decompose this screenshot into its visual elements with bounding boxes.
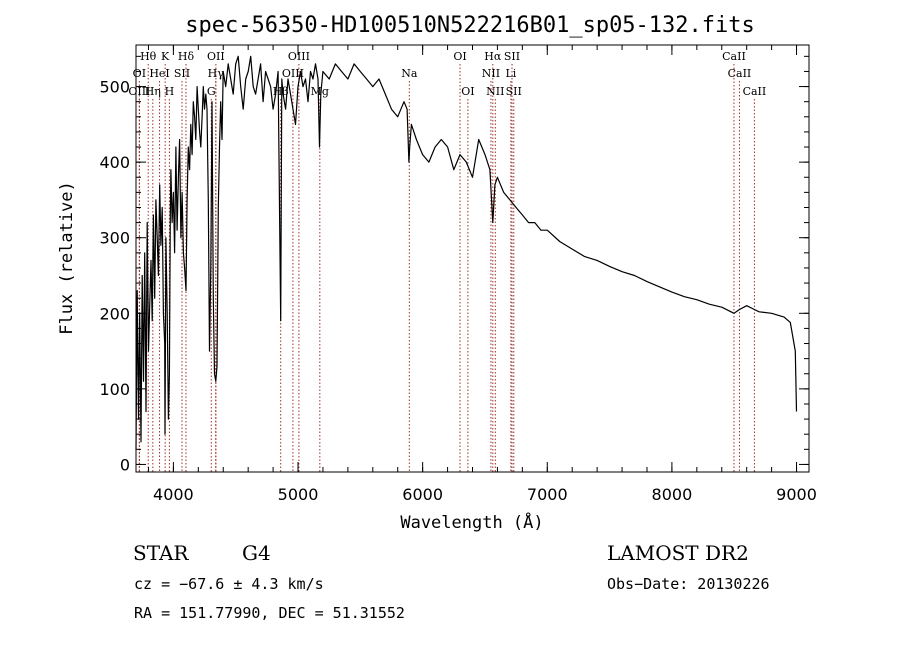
object-subclass: G4 (242, 541, 271, 565)
y-tick-label: 500 (99, 78, 130, 97)
spectral-line-label: Hθ (140, 50, 157, 63)
spectral-line-label: H (165, 85, 175, 98)
survey-name: LAMOST DR2 (607, 541, 749, 565)
spectral-line-label: OIII (282, 67, 304, 80)
spectral-line-label: HeI (149, 67, 169, 80)
x-tick-label: 6000 (402, 485, 443, 504)
obs-date: Obs−Date: 20130226 (607, 575, 770, 593)
coordinates: RA = 151.77990, DEC = 51.31552 (134, 604, 405, 622)
spectral-line-label: OI (461, 85, 474, 98)
axis-ticks: 4000 5000 6000 7000 8000 9000 0 100 200 300 400 500 (99, 45, 817, 504)
x-tick-label: 4000 (153, 485, 194, 504)
spectral-line-label: Hδ (178, 50, 195, 63)
spectral-line-label: SII (504, 50, 520, 63)
y-axis-label: Flux (relative) (57, 181, 77, 335)
x-tick-label: 5000 (278, 485, 319, 504)
spectrum-curve (135, 55, 798, 450)
y-tick-label: 400 (99, 153, 130, 172)
x-tick-label: 9000 (776, 485, 817, 504)
spectral-line-label: CaII (722, 50, 746, 63)
chart-title: spec-56350-HD100510N522216B01_sp05-132.f… (185, 13, 755, 38)
spectral-line-label: OII (207, 50, 225, 63)
spectral-line-label: CaII (728, 67, 752, 80)
x-tick-label: 8000 (652, 485, 693, 504)
spectral-line-label: NII (482, 67, 500, 80)
spectral-line-label: Hα (484, 50, 502, 63)
object-class: STAR (133, 541, 189, 565)
spectral-line-label: OI (453, 50, 466, 63)
plot-frame (135, 44, 810, 473)
spectral-line-label: Hγ (208, 67, 225, 80)
x-tick-label: 7000 (527, 485, 568, 504)
spectral-line-label: G (207, 85, 216, 98)
spectral-line-label: OIII (288, 50, 310, 63)
spectral-line-label: NII (486, 85, 504, 98)
spectral-line-label: Mg (311, 85, 329, 98)
redshift-cz: cz = −67.6 ± 4.3 km/s (134, 575, 324, 593)
spectral-line-label: SII (506, 85, 522, 98)
spectral-line-label: OI (133, 67, 146, 80)
spectral-line-label: Na (401, 67, 418, 80)
spectral-line-label: OIII (128, 85, 150, 98)
spectral-line-label: K (161, 50, 170, 63)
y-tick-label: 200 (99, 304, 130, 323)
spectral-line-label: Li (505, 67, 516, 80)
spectral-line-label: CaII (743, 85, 767, 98)
y-tick-label: 300 (99, 229, 130, 248)
y-tick-label: 0 (120, 455, 130, 474)
x-axis-label: Wavelength (Å) (400, 511, 543, 533)
y-tick-label: 100 (99, 380, 130, 399)
spectral-line-label: SII (174, 67, 190, 80)
spectral-line-label: Hη (145, 85, 161, 98)
